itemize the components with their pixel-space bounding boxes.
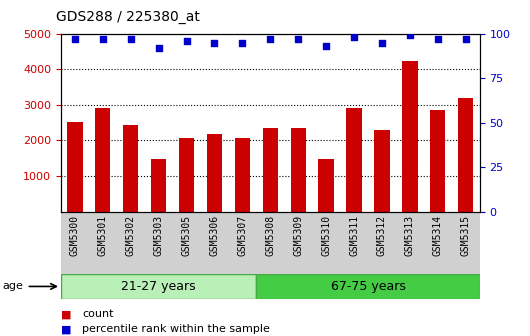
Bar (374, 130, 390, 212)
Text: GSM5306: GSM5306 (209, 215, 219, 256)
Text: count: count (82, 309, 113, 319)
Bar (402, 61, 418, 212)
Bar (347, 108, 361, 212)
Bar (179, 138, 194, 212)
Text: GSM5314: GSM5314 (433, 215, 443, 256)
Point (405, 33, 414, 38)
Text: GSM5305: GSM5305 (182, 215, 191, 256)
Text: 67-75 years: 67-75 years (331, 280, 405, 293)
Text: GSM5312: GSM5312 (377, 215, 387, 256)
Text: GSM5302: GSM5302 (126, 215, 136, 256)
Point (378, 40, 386, 45)
Text: age: age (3, 282, 23, 291)
Text: ■: ■ (61, 324, 72, 334)
Text: GSM5313: GSM5313 (405, 215, 415, 256)
Point (210, 40, 219, 45)
Bar (61, 274, 257, 299)
Text: GSM5303: GSM5303 (154, 215, 164, 256)
Text: GSM5300: GSM5300 (70, 215, 80, 256)
Point (70, 36, 79, 42)
Text: GSM5308: GSM5308 (266, 215, 275, 256)
Text: GSM5309: GSM5309 (293, 215, 303, 256)
Bar (67, 122, 83, 212)
Text: GSM5310: GSM5310 (321, 215, 331, 256)
Text: GSM5311: GSM5311 (349, 215, 359, 256)
Bar (319, 159, 334, 212)
Point (266, 36, 275, 42)
Text: percentile rank within the sample: percentile rank within the sample (82, 324, 270, 334)
Bar (95, 108, 110, 212)
Bar (151, 159, 166, 212)
Point (154, 45, 163, 50)
Bar (123, 125, 138, 212)
Text: 21-27 years: 21-27 years (121, 280, 196, 293)
Point (99, 36, 107, 42)
Bar (235, 138, 250, 212)
Point (182, 38, 191, 43)
Text: GDS288 / 225380_at: GDS288 / 225380_at (56, 9, 199, 24)
Bar (430, 110, 445, 212)
Bar (257, 274, 480, 299)
Text: GSM5315: GSM5315 (461, 215, 471, 256)
Text: GSM5307: GSM5307 (237, 215, 248, 256)
Point (434, 36, 442, 42)
Text: ■: ■ (61, 309, 72, 319)
Bar (263, 128, 278, 212)
Bar (458, 98, 473, 212)
Point (462, 36, 470, 42)
Point (350, 35, 358, 40)
Point (238, 40, 246, 45)
Bar (207, 134, 222, 212)
Point (322, 43, 330, 49)
Bar (290, 128, 306, 212)
Point (127, 36, 135, 42)
Point (294, 36, 303, 42)
Text: GSM5301: GSM5301 (98, 215, 108, 256)
